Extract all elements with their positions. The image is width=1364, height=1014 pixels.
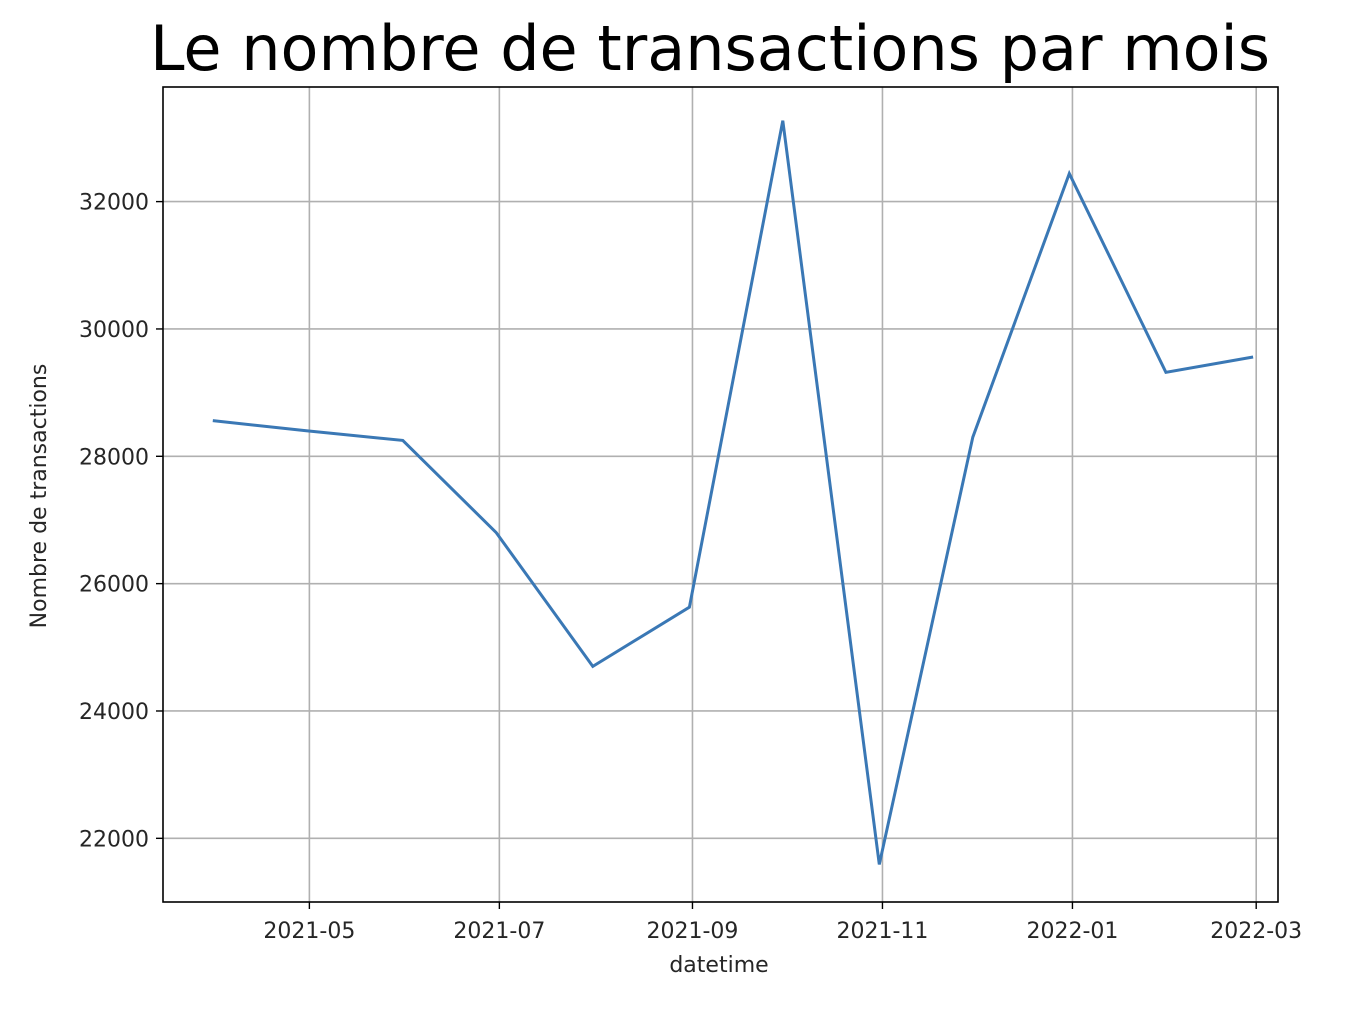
series-line <box>212 120 1254 865</box>
series-layer <box>212 120 1254 865</box>
axis-ticks: 2021-05 2021-07 2021-09 2021-11 2022-01 2022-… <box>79 191 1302 944</box>
y-tick-label: 26000 <box>79 573 149 598</box>
x-tick-label: 2022-01 <box>1026 919 1118 944</box>
plot-frame <box>162 86 1279 903</box>
y-tick-label: 30000 <box>79 318 149 343</box>
y-tick-label: 24000 <box>79 700 149 725</box>
chart-title: Le nombre de transactions par mois <box>150 12 1270 85</box>
x-tick-label: 2021-05 <box>263 919 355 944</box>
y-tick-label: 28000 <box>79 445 149 470</box>
y-tick-label: 32000 <box>79 191 149 216</box>
x-tick-label: 2021-07 <box>453 919 545 944</box>
y-axis-label: Nombre de transactions <box>27 364 52 629</box>
grid-lines <box>163 87 1278 902</box>
x-axis-label: datetime <box>669 953 768 978</box>
x-tick-label: 2022-03 <box>1210 919 1302 944</box>
y-tick-label: 22000 <box>79 827 149 852</box>
x-tick-label: 2021-09 <box>647 919 739 944</box>
x-tick-label: 2021-11 <box>836 919 928 944</box>
